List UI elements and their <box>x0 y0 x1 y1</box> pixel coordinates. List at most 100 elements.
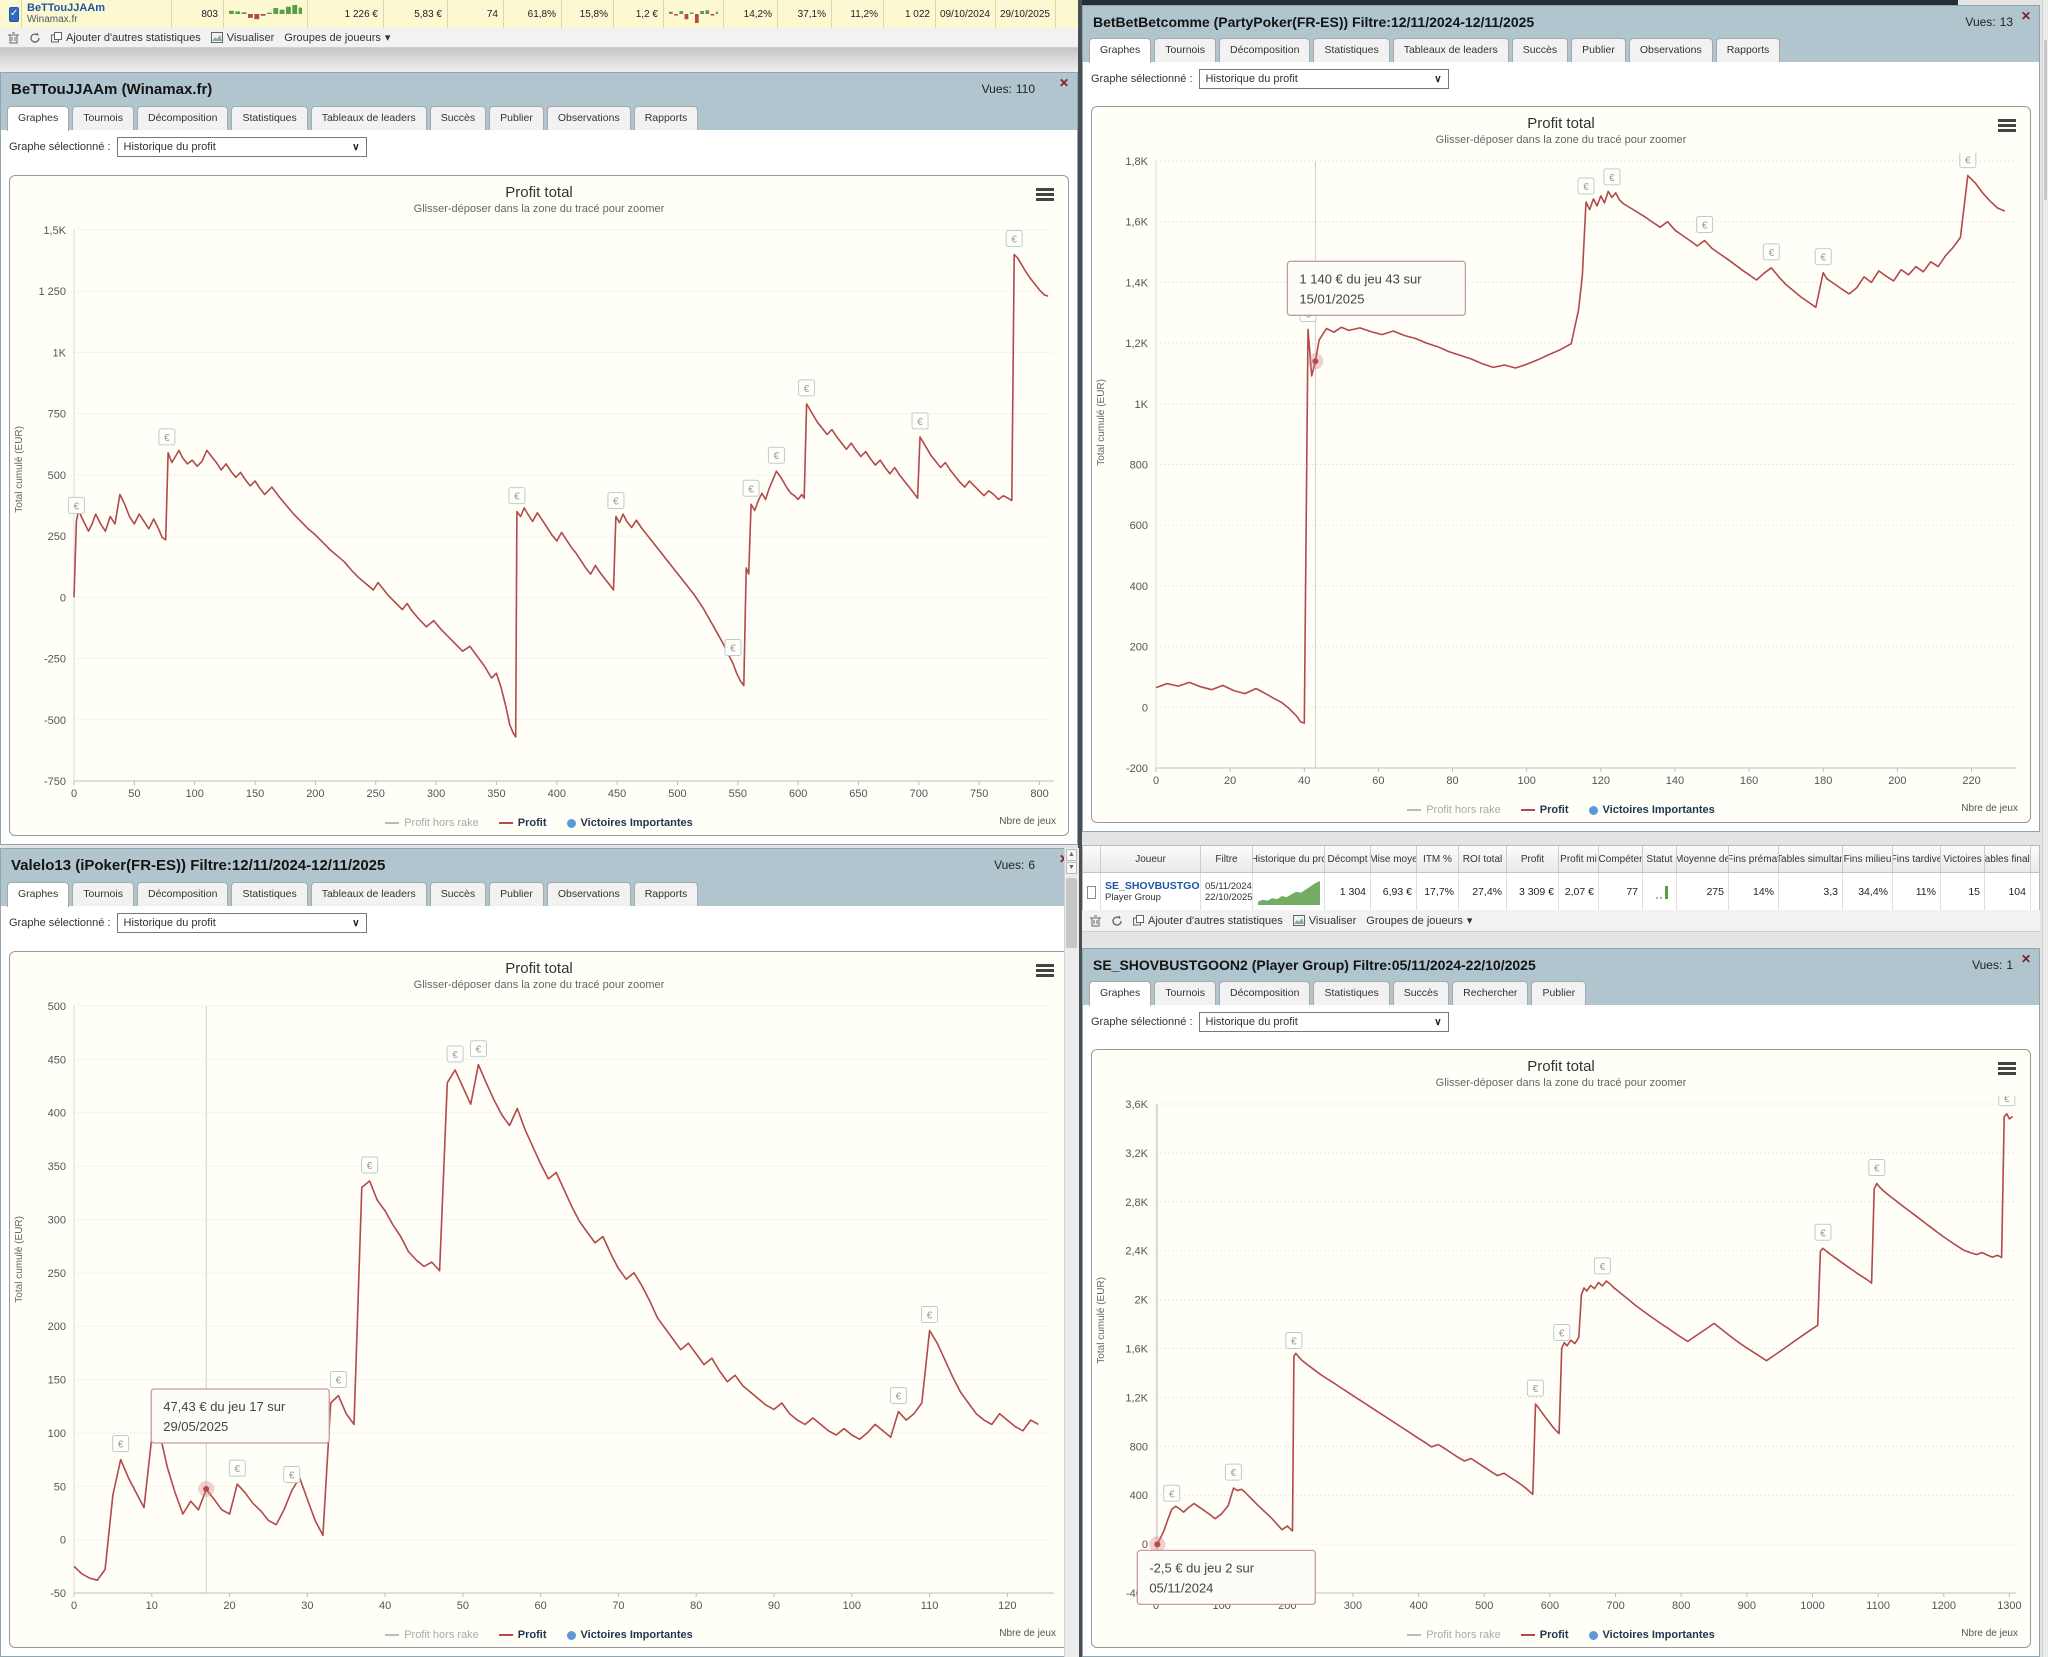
scroll-up-button[interactable]: ▲ <box>1066 849 1077 861</box>
inner-vertical-scrollbar[interactable]: ▲ ▼ <box>1064 848 1079 1657</box>
column-header-itm-[interactable]: ITM % <box>1417 846 1459 872</box>
tab-statistiques[interactable]: Statistiques <box>231 106 308 130</box>
tab-succ-s[interactable]: Succès <box>1511 38 1569 62</box>
profit-chart[interactable]: 3,6K3,2K2,8K2,4K2K1,6K1,2K8004000-400010… <box>1092 1089 2030 1619</box>
column-header-roi-total[interactable]: ROI total <box>1459 846 1507 872</box>
close-icon[interactable]: ✕ <box>1059 852 1069 866</box>
player-groups-dropdown[interactable]: Groupes de joueurs ▾ <box>284 31 391 45</box>
tab-rechercher[interactable]: Rechercher <box>1452 981 1529 1005</box>
scrollbar-thumb[interactable] <box>1066 878 1077 948</box>
legend-profit[interactable]: Profit <box>1520 1629 1569 1641</box>
column-header-profit-mi[interactable]: Profit mi <box>1559 846 1599 872</box>
legend-hors-rake[interactable]: Profit hors rake <box>1407 1629 1501 1641</box>
tab-rapports[interactable]: Rapports <box>1715 38 1781 62</box>
stats-checkbox-cell[interactable]: ✓ <box>0 0 22 28</box>
tab-d-composition[interactable]: Décomposition <box>1218 981 1311 1005</box>
visualize-button[interactable]: Visualiser <box>210 32 274 44</box>
tab-publier[interactable]: Publier <box>489 882 544 906</box>
graph-type-select[interactable]: Historique du profit ∨ <box>116 137 367 157</box>
add-stats-button[interactable]: Ajouter d'autres statistiques <box>1133 915 1283 927</box>
player-name-cell[interactable]: BeTTouJJAAm Winamax.fr <box>22 0 172 28</box>
tab-graphes[interactable]: Graphes <box>7 106 70 131</box>
tab-observations[interactable]: Observations <box>546 882 631 906</box>
tab-statistiques[interactable]: Statistiques <box>1313 38 1390 62</box>
legend-hors-rake[interactable]: Profit hors rake <box>385 817 479 829</box>
tab-publier[interactable]: Publier <box>489 106 544 130</box>
column-header-tables-finale[interactable]: Tables finale <box>1985 846 2031 872</box>
refresh-icon[interactable] <box>29 32 41 44</box>
column-header-fins-tardive[interactable]: Fins tardive <box>1893 846 1941 872</box>
chart-menu-icon[interactable] <box>1036 188 1054 203</box>
tab-tableaux-de-leaders[interactable]: Tableaux de leaders <box>1392 38 1509 62</box>
graph-type-select[interactable]: Historique du profit ∨ <box>1198 69 1449 89</box>
chart-menu-icon[interactable] <box>1998 1062 2016 1077</box>
tab-succ-s[interactable]: Succès <box>1392 981 1450 1005</box>
tab-observations[interactable]: Observations <box>1628 38 1713 62</box>
row-player[interactable]: SE_SHOVBUSTGOON2Player Group <box>1101 873 1201 911</box>
legend-hors-rake[interactable]: Profit hors rake <box>1407 804 1501 816</box>
table-row[interactable]: SE_SHOVBUSTGOON2Player Group05/11/202422… <box>1083 873 2039 912</box>
column-header-fins-milieu[interactable]: Fins milieu <box>1843 846 1893 872</box>
right-vertical-scrollbar[interactable] <box>2042 0 2048 1657</box>
tab-tournois[interactable]: Tournois <box>72 106 134 130</box>
legend-victoires[interactable]: Victoires Importantes <box>566 817 693 829</box>
add-stats-button[interactable]: Ajouter d'autres statistiques <box>51 32 201 44</box>
profit-chart[interactable]: 500 450 400 350 300 250 200 150 100 50 0 -50 0 10 20 30… <box>10 998 1068 1619</box>
graph-type-select[interactable]: Historique du profit ∨ <box>1198 1012 1449 1032</box>
tab-statistiques[interactable]: Statistiques <box>231 882 308 906</box>
tab-publier[interactable]: Publier <box>1531 981 1587 1005</box>
tab-tableaux-de-leaders[interactable]: Tableaux de leaders <box>310 106 427 130</box>
tab-graphes[interactable]: Graphes <box>7 882 70 907</box>
column-header-d-compt[interactable]: Décompt <box>1325 846 1371 872</box>
column-header-fins-pr-mat[interactable]: Fins prémat <box>1729 846 1779 872</box>
legend-hors-rake[interactable]: Profit hors rake <box>385 1629 479 1641</box>
legend-profit[interactable]: Profit <box>498 1629 547 1641</box>
column-header-filtre[interactable]: Filtre <box>1201 846 1253 872</box>
tab-statistiques[interactable]: Statistiques <box>1313 981 1390 1005</box>
tab-graphes[interactable]: Graphes <box>1089 38 1152 63</box>
tab-tournois[interactable]: Tournois <box>1154 981 1216 1005</box>
column-header-mise-moye[interactable]: Mise moye <box>1371 846 1417 872</box>
legend-victoires[interactable]: Victoires Importantes <box>566 1629 693 1641</box>
tab-d-composition[interactable]: Décomposition <box>1218 38 1311 62</box>
row-checkbox[interactable] <box>1083 873 1101 911</box>
close-icon[interactable]: ✕ <box>2020 952 2031 966</box>
column-header-joueur[interactable]: Joueur <box>1101 846 1201 872</box>
column-header-statut[interactable]: Statut <box>1643 846 1677 872</box>
column-header-profit[interactable]: Profit <box>1507 846 1559 872</box>
tab-d-composition[interactable]: Décomposition <box>136 106 229 130</box>
tab-tournois[interactable]: Tournois <box>1154 38 1216 62</box>
player-groups-dropdown[interactable]: Groupes de joueurs ▾ <box>1366 914 1473 928</box>
tab-rapports[interactable]: Rapports <box>633 106 699 130</box>
close-icon[interactable]: ✕ <box>1058 76 1069 90</box>
delete-icon[interactable] <box>8 32 19 44</box>
delete-icon[interactable] <box>1090 915 1101 927</box>
tab-tournois[interactable]: Tournois <box>72 882 134 906</box>
checked-checkbox[interactable]: ✓ <box>9 6 20 22</box>
tab-rapports[interactable]: Rapports <box>633 882 699 906</box>
tab-graphes[interactable]: Graphes <box>1089 981 1152 1006</box>
column-header-historique-du-prc[interactable]: Historique du prc <box>1253 846 1325 872</box>
tab-succ-s[interactable]: Succès <box>429 882 487 906</box>
column-header-tables-simultan[interactable]: Tables simultan <box>1779 846 1843 872</box>
legend-profit[interactable]: Profit <box>1520 804 1569 816</box>
scroll-button[interactable]: ▼ <box>1066 862 1077 874</box>
chart-menu-icon[interactable] <box>1036 964 1054 979</box>
refresh-icon[interactable] <box>1111 915 1123 927</box>
visualize-button[interactable]: Visualiser <box>1292 915 1356 927</box>
tab-publier[interactable]: Publier <box>1571 38 1626 62</box>
column-header-moyenne-de[interactable]: Moyenne de <box>1677 846 1729 872</box>
graph-type-select[interactable]: Historique du profit ∨ <box>116 913 367 933</box>
profit-chart[interactable]: 1,8K 1,6K 1,4K 1,2K 1K 800 600 400 200 0 -200 0 20 40… <box>1092 151 2030 794</box>
chart-menu-icon[interactable] <box>1998 119 2016 134</box>
legend-victoires[interactable]: Victoires Importantes <box>1588 1629 1715 1641</box>
close-icon[interactable]: ✕ <box>2020 9 2031 23</box>
scrollbar-thumb[interactable] <box>2044 40 2047 200</box>
legend-profit[interactable]: Profit <box>498 817 547 829</box>
tab-observations[interactable]: Observations <box>546 106 631 130</box>
tab-d-composition[interactable]: Décomposition <box>136 882 229 906</box>
legend-victoires[interactable]: Victoires Importantes <box>1588 804 1715 816</box>
column-header-victoires[interactable]: Victoires <box>1941 846 1985 872</box>
tab-tableaux-de-leaders[interactable]: Tableaux de leaders <box>310 882 427 906</box>
tab-succ-s[interactable]: Succès <box>429 106 487 130</box>
